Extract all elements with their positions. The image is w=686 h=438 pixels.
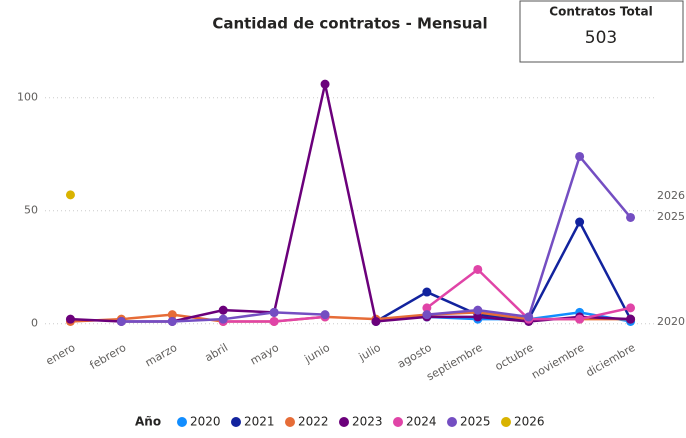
legend-marker bbox=[501, 417, 511, 427]
legend-label: 2021 bbox=[244, 415, 275, 429]
legend-label: 2025 bbox=[460, 415, 491, 429]
data-point bbox=[473, 264, 483, 274]
data-point bbox=[575, 151, 585, 161]
data-point bbox=[116, 316, 126, 326]
data-point bbox=[626, 303, 636, 313]
data-point bbox=[473, 305, 483, 315]
end-label: 2026 bbox=[657, 189, 685, 202]
y-tick-label: 50 bbox=[24, 204, 38, 217]
data-point bbox=[167, 316, 177, 326]
data-point bbox=[524, 312, 534, 322]
data-point bbox=[269, 307, 279, 317]
card-label: Contratos Total bbox=[549, 5, 652, 19]
legend-marker bbox=[177, 417, 187, 427]
data-point bbox=[626, 314, 636, 324]
data-point bbox=[65, 190, 75, 200]
legend-label: 2022 bbox=[298, 415, 329, 429]
card-value: 503 bbox=[585, 28, 617, 48]
data-point bbox=[65, 314, 75, 324]
legend-label: 2023 bbox=[352, 415, 383, 429]
data-point bbox=[575, 217, 585, 227]
data-point bbox=[218, 305, 228, 315]
legend-marker bbox=[447, 417, 457, 427]
data-point bbox=[473, 312, 483, 322]
legend-marker bbox=[231, 417, 241, 427]
data-point bbox=[422, 303, 432, 313]
legend-label: 2024 bbox=[406, 415, 437, 429]
data-point bbox=[320, 310, 330, 320]
chart-title: Cantidad de contratos - Mensual bbox=[212, 15, 487, 33]
data-point bbox=[371, 316, 381, 326]
y-tick-label: 100 bbox=[17, 91, 38, 104]
end-label: 2025 bbox=[657, 210, 685, 223]
data-point bbox=[422, 310, 432, 320]
legend-marker bbox=[285, 417, 295, 427]
data-point bbox=[575, 314, 585, 324]
legend-title: Año bbox=[135, 415, 161, 429]
legend-marker bbox=[339, 417, 349, 427]
data-point bbox=[422, 287, 432, 297]
data-point bbox=[218, 314, 228, 324]
data-point bbox=[320, 79, 330, 89]
data-point bbox=[626, 212, 636, 222]
legend-label: 2026 bbox=[514, 415, 545, 429]
card bbox=[519, 0, 684, 63]
end-label: 2020 bbox=[657, 315, 685, 328]
legend-label: 2020 bbox=[190, 415, 221, 429]
data-point bbox=[269, 316, 279, 326]
y-tick-label: 0 bbox=[31, 317, 38, 330]
data-point bbox=[167, 310, 177, 320]
legend-marker bbox=[393, 417, 403, 427]
